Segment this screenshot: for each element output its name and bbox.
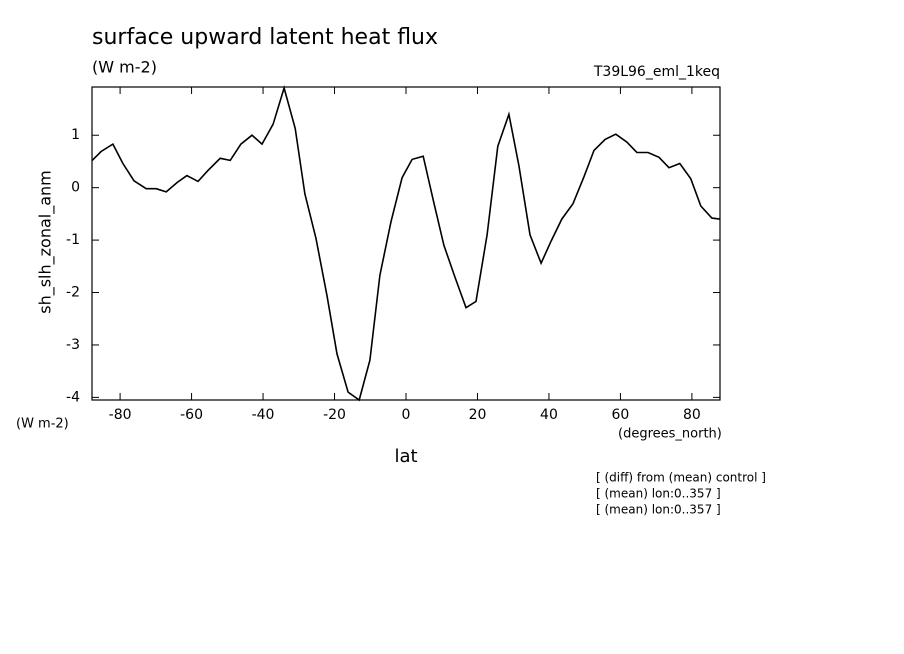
- y-tick-label: -4: [66, 389, 80, 405]
- x-tick-label: -20: [323, 407, 346, 423]
- run-label: T39L96_eml_1keq: [593, 64, 720, 80]
- y-units: (W m-2): [16, 417, 69, 432]
- x-tick-label: -60: [180, 407, 203, 423]
- note: [ (mean) lon:0..357 ]: [596, 487, 721, 501]
- y-tick-label: 0: [71, 180, 80, 196]
- x-tick-label: 20: [469, 407, 487, 423]
- x-units: (degrees_north): [618, 427, 722, 442]
- subtitle: (W m-2): [92, 58, 157, 77]
- y-tick-label: -3: [66, 337, 80, 353]
- y-tick-label: -2: [66, 285, 80, 301]
- x-tick-label: 60: [612, 407, 630, 423]
- plot-frame: [91, 86, 721, 401]
- note: [ (diff) from (mean) control ]: [596, 471, 766, 485]
- y-tick-label: 1: [71, 127, 80, 143]
- y-axis-label: sh_slh_zonal_anm: [36, 170, 56, 314]
- x-tick-label: 0: [402, 407, 411, 423]
- y-tick-label: -1: [66, 232, 80, 248]
- x-axis-label: lat: [394, 446, 417, 467]
- chart-title: surface upward latent heat flux: [92, 25, 438, 50]
- x-tick-label: -80: [109, 407, 132, 423]
- x-tick-label: 40: [540, 407, 558, 423]
- x-tick-label: -40: [252, 407, 275, 423]
- note: [ (mean) lon:0..357 ]: [596, 503, 721, 517]
- data-line: [91, 85, 720, 402]
- x-tick-label: 80: [683, 407, 701, 423]
